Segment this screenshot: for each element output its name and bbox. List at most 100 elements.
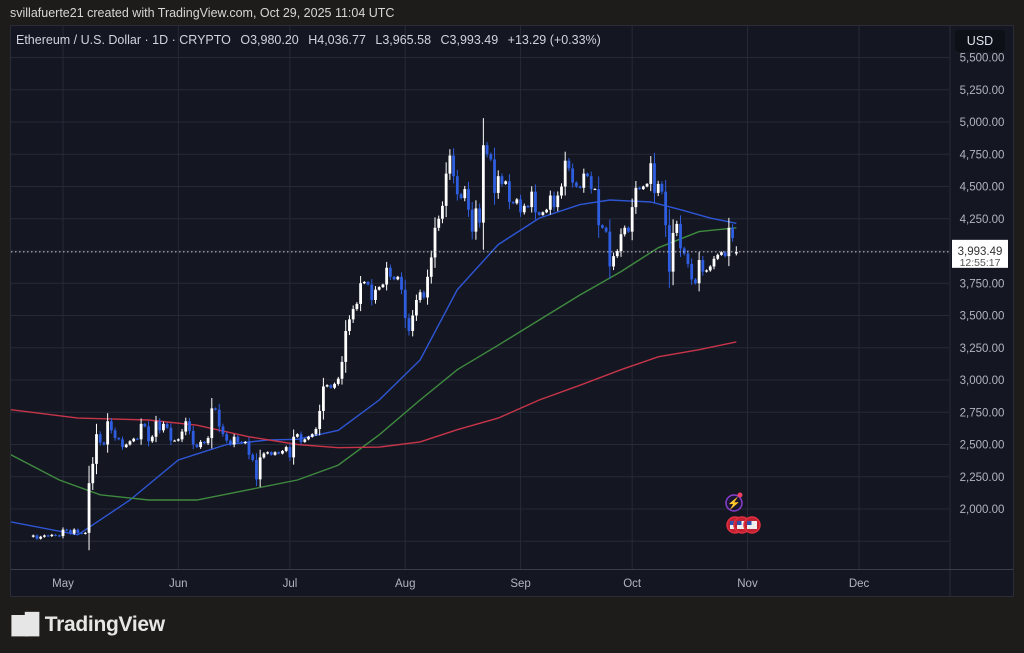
candle-body	[660, 183, 664, 192]
candle-body	[422, 292, 426, 298]
candle-body	[262, 453, 266, 458]
time-axis-label: Oct	[623, 578, 642, 590]
candle-body	[664, 191, 668, 226]
candle-body	[377, 287, 381, 290]
candle-body	[694, 279, 697, 284]
candle-body	[154, 421, 158, 437]
candle-body	[348, 319, 351, 331]
candle-body	[221, 426, 225, 435]
candle-body	[463, 189, 467, 199]
candle-body	[388, 267, 392, 277]
symbol-name[interactable]: Ethereum / U.S. Dollar · 1D · CRYPTO	[16, 33, 231, 47]
candle-body	[708, 266, 712, 271]
candle-body	[712, 258, 716, 267]
candle-body	[701, 260, 705, 272]
candle-body	[526, 205, 530, 208]
candle-body	[329, 385, 333, 388]
candle-body	[697, 260, 701, 284]
candle-body	[411, 315, 415, 331]
candle-body	[109, 421, 113, 431]
candle-body	[340, 361, 344, 379]
candle-body	[117, 438, 121, 440]
candle-body	[415, 300, 418, 316]
candle-body	[318, 410, 322, 430]
candle-body	[522, 205, 526, 213]
candle-body	[65, 529, 69, 531]
candle-body	[734, 251, 738, 254]
candle-body	[325, 385, 329, 387]
candle-body	[593, 189, 597, 191]
candle-body	[682, 248, 686, 254]
flag-canton	[730, 521, 735, 525]
candle-body	[307, 436, 310, 440]
time-axis-label: Nov	[737, 578, 758, 590]
candle-body	[54, 534, 57, 536]
candle-body	[310, 434, 314, 437]
close-value: C3,993.49	[440, 33, 499, 47]
candle-body	[541, 212, 545, 215]
candle-body	[43, 535, 46, 537]
candle-body	[210, 408, 214, 439]
candle-body	[448, 155, 452, 174]
candle-body	[679, 223, 682, 249]
low-value: L3,965.58	[375, 33, 432, 47]
candle-body	[489, 154, 493, 160]
open-value: O3,980.20	[240, 33, 299, 47]
candle-body	[705, 270, 708, 272]
candle-body	[35, 535, 39, 539]
candle-body	[690, 263, 694, 280]
candle-body	[188, 421, 191, 431]
candle-body	[470, 209, 474, 232]
event-markers[interactable]: ⚡	[725, 492, 761, 534]
price-tick-label: 5,500.00	[960, 53, 1005, 65]
candle-body	[322, 386, 325, 411]
candle-body	[147, 426, 150, 442]
chart-panel[interactable]	[10, 25, 1014, 597]
candle-body	[385, 267, 389, 285]
candle-body	[162, 423, 165, 431]
candle-body	[716, 254, 720, 259]
candle-body	[467, 189, 470, 210]
candle-body	[273, 452, 277, 455]
candle-body	[80, 532, 83, 534]
currency-button[interactable]: USD	[955, 30, 1005, 52]
candle-body	[165, 423, 169, 428]
brand-name: TradingView	[44, 612, 165, 636]
candle-body	[511, 201, 515, 204]
tradingview-logo[interactable]: ▇▉ TradingView	[12, 612, 165, 637]
candle-body	[247, 441, 251, 455]
candle-body	[537, 212, 541, 215]
candle-body	[548, 195, 552, 210]
candle-body	[433, 227, 437, 258]
moving-average-mid	[11, 227, 737, 501]
price-tick-label: 3,250.00	[960, 343, 1005, 355]
candle-body	[615, 251, 619, 257]
candle-body	[444, 173, 448, 206]
candle-body	[623, 227, 627, 235]
candle-body	[124, 444, 128, 448]
candle-body	[57, 535, 61, 537]
candle-body	[351, 309, 355, 320]
price-tick-label: 5,000.00	[960, 117, 1005, 129]
candle-body	[225, 434, 229, 441]
candle-body	[355, 303, 359, 310]
candle-body	[292, 436, 296, 458]
candle-body	[496, 176, 500, 193]
candle-body	[299, 434, 303, 442]
candle-body	[530, 191, 534, 208]
candle-body	[645, 183, 649, 187]
candle-body	[686, 253, 690, 264]
candle-body	[589, 176, 593, 190]
candle-body	[649, 163, 653, 184]
candle-body	[31, 535, 35, 537]
candle-body	[269, 452, 273, 455]
candle-body	[723, 252, 727, 257]
candle-body	[426, 276, 429, 298]
candle-body	[374, 289, 377, 301]
candle-body	[452, 155, 455, 177]
time-axis-label: Sep	[510, 578, 530, 590]
ohlc-legend: Ethereum / U.S. Dollar · 1D · CRYPTO O3,…	[16, 33, 607, 47]
candle-body	[534, 191, 537, 213]
candle-body	[366, 281, 370, 285]
